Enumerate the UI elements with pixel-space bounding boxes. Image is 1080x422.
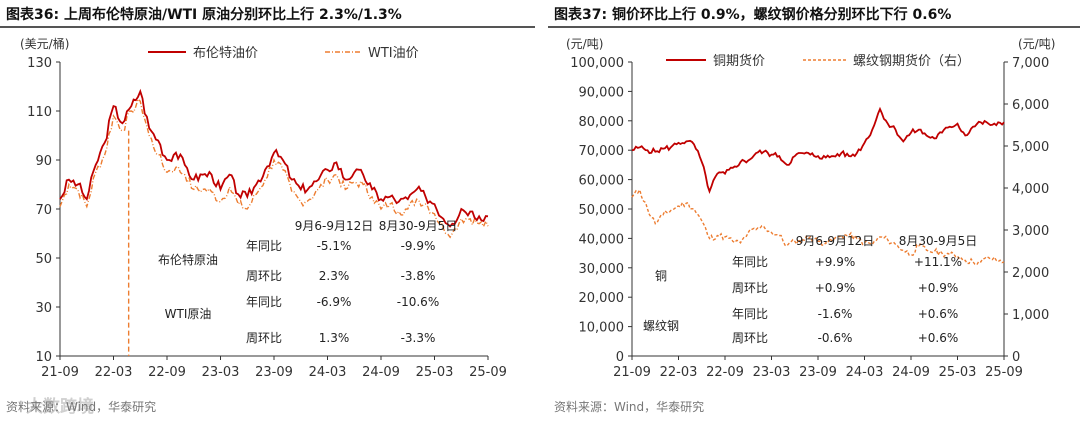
x-tick-label: 25-09 bbox=[985, 365, 1023, 380]
table-value: 1.3% bbox=[319, 331, 350, 345]
y-tick-label-right: 2,000 bbox=[1012, 266, 1049, 281]
table-period-header: 8月30-9月5日 bbox=[379, 219, 458, 233]
title-rule bbox=[548, 26, 1080, 28]
y-tick-label-left: 80,000 bbox=[579, 115, 625, 130]
chart-title: 图表37: 铜价环比上行 0.9%，螺纹钢价格分别环比下行 0.6% bbox=[554, 7, 952, 23]
series-line-copper bbox=[631, 106, 1005, 195]
table-value: +0.9% bbox=[918, 281, 959, 295]
series-line-wti bbox=[59, 97, 489, 239]
title-rule bbox=[0, 26, 535, 28]
x-tick-label: 24-09 bbox=[362, 365, 400, 380]
x-tick-label: 21-09 bbox=[41, 365, 79, 380]
y-tick-label: 70 bbox=[35, 203, 52, 218]
table-metric-label: 年同比 bbox=[246, 295, 282, 309]
chart-title: 图表36: 上周布伦特原油/WTI 原油分别环比上行 2.3%/1.3% bbox=[6, 7, 402, 23]
x-tick-label: 22-03 bbox=[660, 365, 698, 380]
y-tick-label-right: 1,000 bbox=[1012, 308, 1049, 323]
x-tick-label: 21-09 bbox=[613, 365, 651, 380]
table-metric-label: 年同比 bbox=[732, 307, 768, 321]
y-tick-label-left: 70,000 bbox=[579, 144, 625, 159]
table-metric-label: 周环比 bbox=[732, 281, 768, 295]
y-tick-label-right: 5,000 bbox=[1012, 140, 1049, 155]
source-note: 资料来源：Wind，华泰研究 bbox=[6, 400, 157, 414]
table-metric-label: 周环比 bbox=[246, 269, 282, 283]
table-value: -10.6% bbox=[397, 295, 439, 309]
table-value: +0.6% bbox=[918, 307, 959, 321]
y-tick-label-right: 3,000 bbox=[1012, 224, 1049, 239]
table-metric-label: 周环比 bbox=[732, 331, 768, 345]
y-axis-label-left: (元/吨) bbox=[566, 37, 603, 51]
table-group-label: WTI原油 bbox=[165, 307, 212, 321]
table-group-label: 铜 bbox=[655, 268, 667, 283]
legend-label-rebar: 螺纹钢期货价（右） bbox=[853, 53, 970, 69]
y-tick-label-left: 60,000 bbox=[579, 174, 625, 189]
y-tick-label-left: 100,000 bbox=[570, 56, 624, 71]
y-tick-label-right: 7,000 bbox=[1012, 56, 1049, 71]
table-metric-label: 年同比 bbox=[246, 239, 282, 253]
oil-chart-panel: 图表36: 上周布伦特原油/WTI 原油分别环比上行 2.3%/1.3% (美元… bbox=[0, 0, 535, 422]
y-tick-label-left: 10,000 bbox=[579, 321, 625, 336]
table-period-header: 8月30-9月5日 bbox=[899, 234, 978, 248]
x-tick-label: 25-03 bbox=[416, 365, 454, 380]
table-value: -3.3% bbox=[401, 331, 436, 345]
series-line-rebar bbox=[631, 188, 1005, 266]
table-period-header: 9月6-9月12日 bbox=[295, 219, 374, 233]
x-tick-label: 22-09 bbox=[706, 365, 744, 380]
table-period-header: 9月6-9月12日 bbox=[796, 234, 875, 248]
x-tick-label: 25-09 bbox=[469, 365, 507, 380]
source-note: 资料来源：Wind，华泰研究 bbox=[554, 400, 705, 414]
table-value: -1.6% bbox=[818, 307, 853, 321]
table-value: +0.9% bbox=[815, 281, 856, 295]
y-tick-label-right: 6,000 bbox=[1012, 98, 1049, 113]
y-tick-label: 130 bbox=[27, 56, 52, 71]
table-value: +9.9% bbox=[815, 255, 856, 269]
x-tick-label: 22-09 bbox=[148, 365, 186, 380]
table-metric-label: 周环比 bbox=[246, 331, 282, 345]
metals-chart-panel: 图表37: 铜价环比上行 0.9%，螺纹钢价格分别环比下行 0.6% (元/吨)… bbox=[548, 0, 1080, 422]
y-axis-label-right: (元/吨) bbox=[1018, 37, 1055, 51]
y-tick-label: 110 bbox=[27, 105, 52, 120]
table-group-label: 布伦特原油 bbox=[158, 252, 218, 267]
y-tick-label: 50 bbox=[35, 252, 52, 267]
watermark-logo: 大数跨境 bbox=[26, 397, 94, 417]
y-tick-label: 30 bbox=[35, 301, 52, 316]
table-value: -3.8% bbox=[401, 269, 436, 283]
x-tick-label: 22-03 bbox=[95, 365, 133, 380]
table-value: 2.3% bbox=[319, 269, 350, 283]
x-tick-label: 23-03 bbox=[753, 365, 791, 380]
legend-label-brent: 布伦特油价 bbox=[193, 46, 258, 61]
y-tick-label-left: 40,000 bbox=[579, 232, 625, 247]
y-tick-label: 10 bbox=[35, 350, 52, 365]
series-line-brent bbox=[59, 88, 489, 228]
y-tick-label-left: 90,000 bbox=[579, 85, 625, 100]
y-tick-label-left: 30,000 bbox=[579, 262, 625, 277]
x-tick-label: 24-03 bbox=[846, 365, 884, 380]
y-tick-label-left: 50,000 bbox=[579, 203, 625, 218]
x-tick-label: 23-03 bbox=[202, 365, 240, 380]
x-tick-label: 23-09 bbox=[799, 365, 837, 380]
table-value: -9.9% bbox=[401, 239, 436, 253]
y-tick-label: 90 bbox=[35, 154, 52, 169]
y-tick-label-left: 0 bbox=[616, 350, 624, 365]
table-group-label: 螺纹钢 bbox=[643, 319, 679, 333]
table-value: +11.1% bbox=[914, 255, 962, 269]
metal-price-chart: (元/吨) (元/吨) 0 10,000 20,000 30,000 40,000 50,00… bbox=[566, 37, 1055, 380]
table-value: -0.6% bbox=[818, 331, 853, 345]
table-metric-label: 年同比 bbox=[732, 255, 768, 269]
y-tick-label-left: 20,000 bbox=[579, 291, 625, 306]
table-value: -5.1% bbox=[317, 239, 352, 253]
legend-label-wti: WTI油价 bbox=[368, 46, 419, 61]
y-tick-label-right: 0 bbox=[1012, 350, 1020, 365]
y-axis-label: (美元/桶) bbox=[20, 36, 69, 51]
table-value: +0.6% bbox=[918, 331, 959, 345]
y-tick-label-right: 4,000 bbox=[1012, 182, 1049, 197]
x-tick-label: 23-09 bbox=[255, 365, 293, 380]
oil-price-chart: (美元/桶) 10 30 50 70 90 110 130 21-09 22-03 22-09 23-… bbox=[20, 36, 507, 380]
x-tick-label: 24-03 bbox=[309, 365, 347, 380]
table-value: -6.9% bbox=[317, 295, 352, 309]
legend-label-copper: 铜期货价 bbox=[713, 53, 765, 69]
x-tick-label: 25-03 bbox=[939, 365, 977, 380]
x-tick-label: 24-09 bbox=[892, 365, 930, 380]
